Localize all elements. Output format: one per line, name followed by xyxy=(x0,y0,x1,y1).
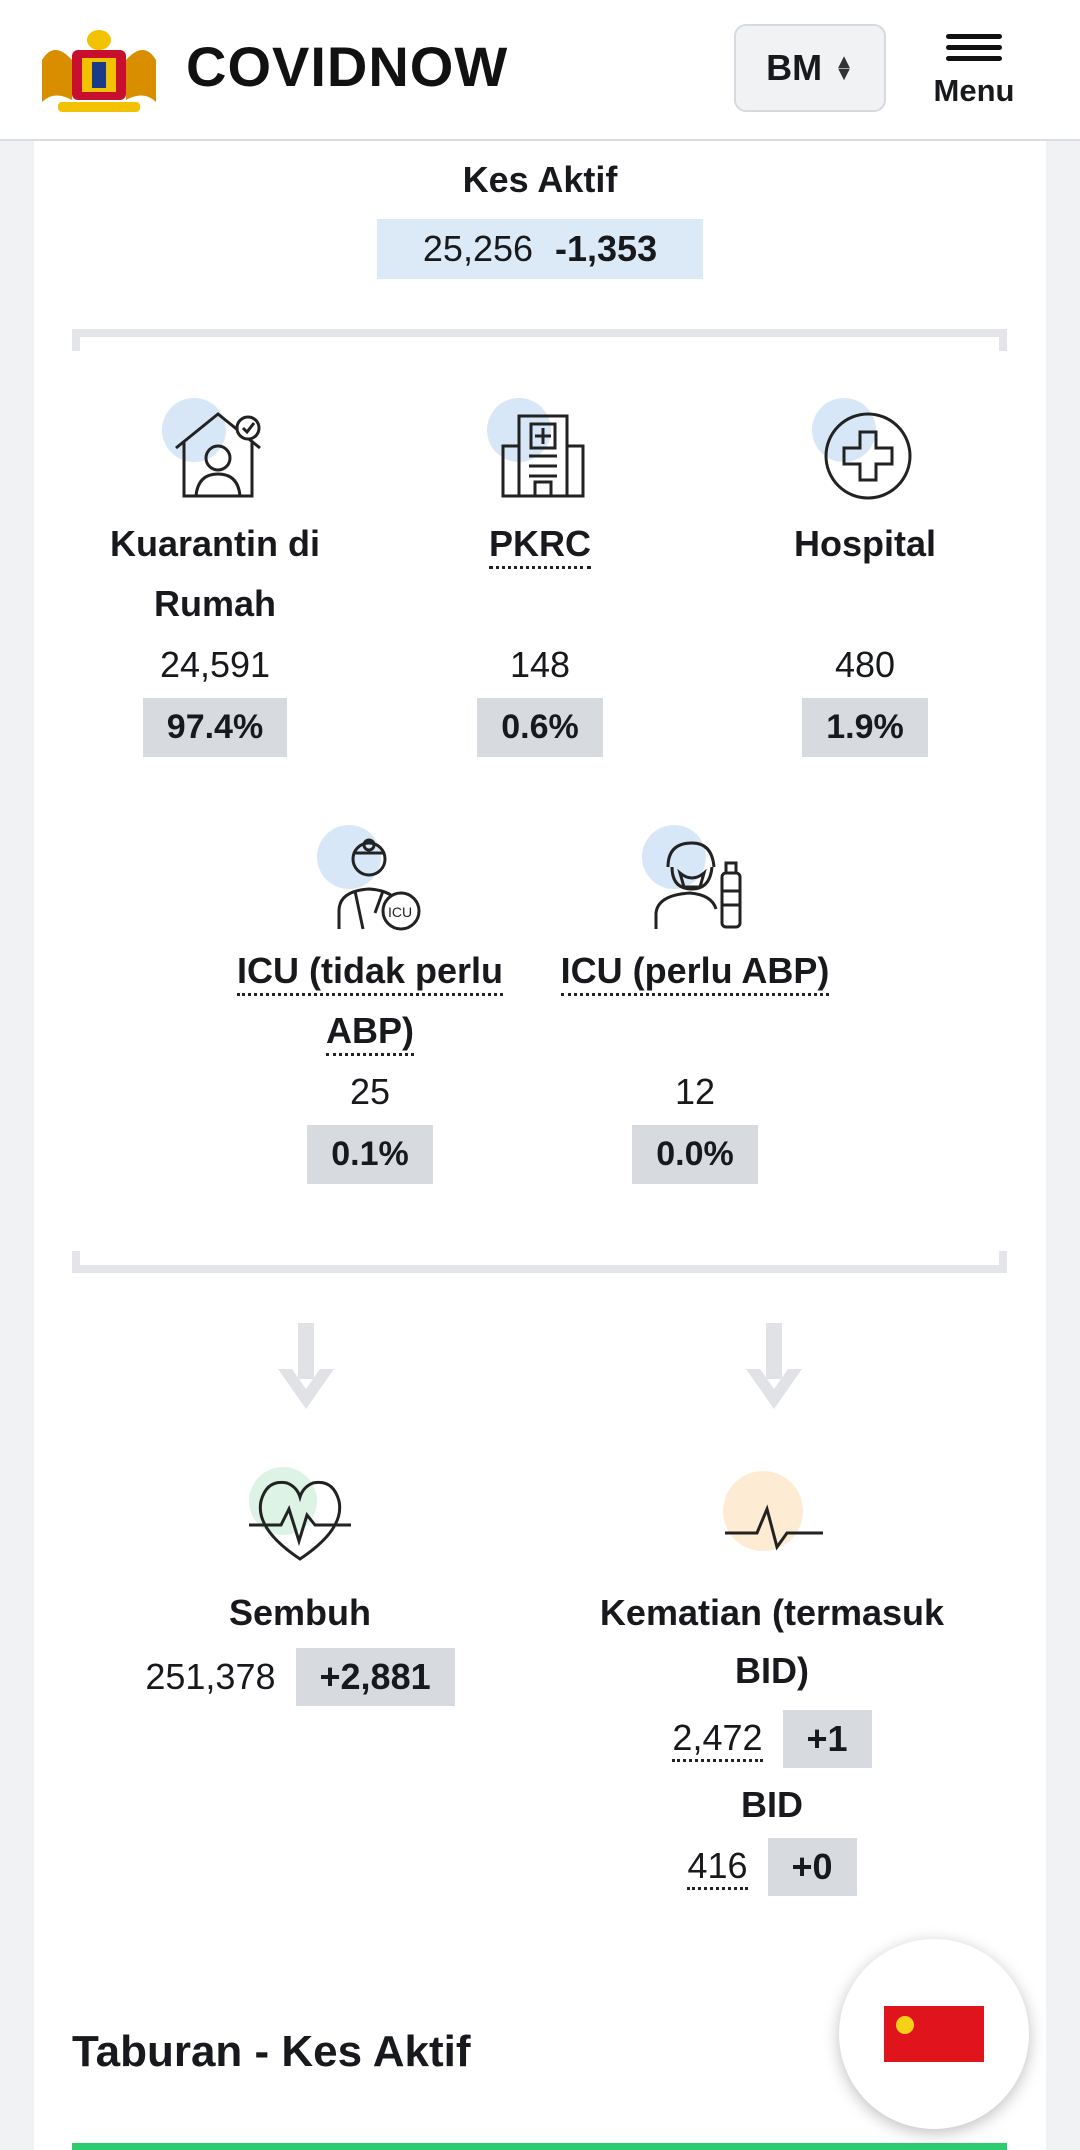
coat-of-arms-logo[interactable] xyxy=(34,20,164,120)
distribution-bar xyxy=(72,2143,1007,2150)
bid-delta: +0 xyxy=(767,1838,857,1896)
menu-label: Menu xyxy=(933,73,1015,108)
stat-label: Hospital xyxy=(793,523,936,564)
recovered-value: 251,378 xyxy=(145,1656,276,1697)
stat-percent-badge: 97.4% xyxy=(142,698,288,757)
top-bracket-divider xyxy=(72,329,1007,351)
app-title[interactable]: COVIDNOW xyxy=(186,35,509,98)
select-arrows-icon: ▲ ▼ xyxy=(834,51,854,85)
stat-icu-no-ventilator: ICU ICU (tidak perlu ABP) 25 0.1% xyxy=(220,823,520,1184)
arrow-down-icon xyxy=(746,1323,802,1409)
menu-button[interactable]: Menu xyxy=(914,28,1034,128)
stat-percent-badge: 0.1% xyxy=(307,1125,433,1184)
deaths-block: Kematian (termasuk BID) 2,472 +1 BID 416… xyxy=(562,1463,982,1896)
stat-percent-badge: 0.6% xyxy=(477,698,603,757)
language-value: BM xyxy=(766,47,823,88)
deaths-delta: +1 xyxy=(782,1710,872,1768)
summary-card: Kes Aktif 25,256 -1,353 Kuarantin di Rum… xyxy=(34,141,1046,2150)
stat-value: 148 xyxy=(509,644,571,685)
deaths-values: 2,472 +1 xyxy=(562,1710,982,1768)
top-header: COVIDNOW BM ▲ ▼ Menu xyxy=(0,0,1080,141)
state-flag-button[interactable] xyxy=(839,1939,1029,2129)
hospital-cross-icon xyxy=(810,396,920,506)
active-cases-delta: -1,353 xyxy=(555,228,658,269)
svg-text:ICU: ICU xyxy=(388,904,412,920)
stat-hospital: Hospital 480 1.9% xyxy=(740,396,990,757)
stat-pkrc: PKRC 148 0.6% xyxy=(420,396,660,757)
stat-value: 12 xyxy=(674,1071,716,1112)
hamburger-icon xyxy=(914,34,1034,61)
section-title: Taburan - Kes Aktif xyxy=(72,2027,471,2076)
arrow-down-icon xyxy=(278,1323,334,1409)
bottom-bracket-divider xyxy=(72,1251,1007,1273)
heart-pulse-icon xyxy=(249,1467,351,1561)
bid-label: BID xyxy=(741,1784,803,1825)
stat-value: 25 xyxy=(349,1071,391,1112)
active-cases-box: 25,256 -1,353 xyxy=(377,219,703,279)
ventilator-patient-icon xyxy=(640,823,750,933)
stat-value: 480 xyxy=(834,644,896,685)
stat-home-quarantine: Kuarantin di Rumah 24,591 97.4% xyxy=(90,396,340,757)
stat-percent-badge: 1.9% xyxy=(802,698,928,757)
stat-value: 24,591 xyxy=(159,644,271,685)
stat-percent-badge: 0.0% xyxy=(632,1125,758,1184)
bid-values: 416 +0 xyxy=(562,1838,982,1896)
quarantine-centre-icon xyxy=(485,396,595,506)
deaths-value[interactable]: 2,472 xyxy=(672,1717,763,1762)
stat-icu-ventilator: ICU (perlu ABP) 12 0.0% xyxy=(545,823,845,1184)
recovered-values: 251,378 +2,881 xyxy=(110,1648,490,1706)
stat-label: Kuarantin di Rumah xyxy=(109,523,320,624)
bid-value[interactable]: 416 xyxy=(687,1845,748,1890)
active-cases-value: 25,256 xyxy=(422,228,534,269)
deaths-label: Kematian (termasuk BID) xyxy=(599,1592,945,1691)
icu-doctor-icon: ICU xyxy=(315,823,425,933)
recovered-delta: +2,881 xyxy=(295,1648,455,1706)
recovered-label: Sembuh xyxy=(228,1592,371,1633)
active-cases-title: Kes Aktif xyxy=(462,159,618,200)
flatline-pulse-icon xyxy=(723,1471,823,1551)
recovered-block: Sembuh 251,378 +2,881 xyxy=(110,1463,490,1706)
stat-label[interactable]: ICU (perlu ABP) xyxy=(545,941,845,1001)
malaysia-flag-icon xyxy=(884,2006,984,2062)
home-quarantine-icon xyxy=(160,396,270,506)
language-select[interactable]: BM ▲ ▼ xyxy=(734,24,886,112)
stat-label[interactable]: ICU (tidak perlu ABP) xyxy=(220,941,520,1061)
stat-label[interactable]: PKRC xyxy=(420,514,660,574)
